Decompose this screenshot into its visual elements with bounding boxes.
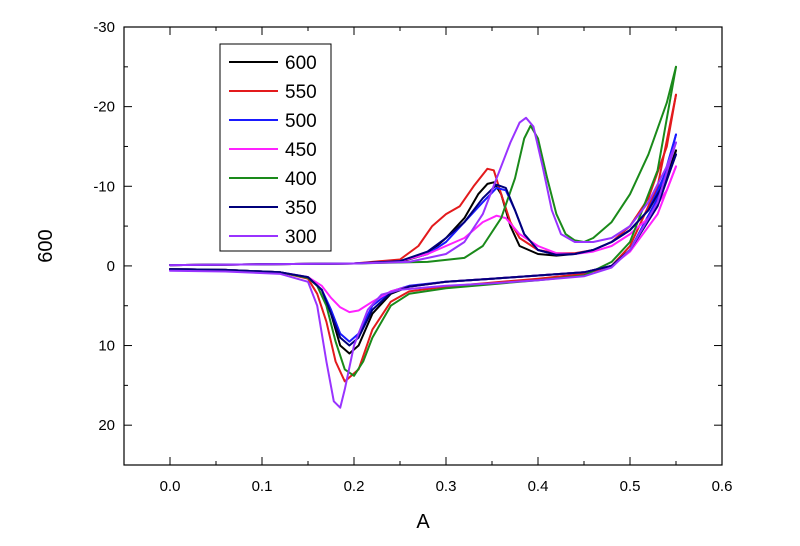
x-tick-label: 0.4 <box>528 478 549 495</box>
x-axis: 0.0 0.1 0.2 0.3 0.4 0.5 0.6 <box>123 27 733 495</box>
series-550-forward-line <box>169 93 677 267</box>
series-350-forward-line <box>169 153 677 267</box>
legend-label-550: 550 <box>285 82 317 103</box>
x-tick-label: 0.2 <box>344 478 365 495</box>
y-tick-label: -20 <box>93 99 115 116</box>
series-350-reverse-line <box>169 153 677 347</box>
x-tick-label: 0.1 <box>252 478 273 495</box>
legend-label-600: 600 <box>285 53 317 74</box>
x-tick-label: 0.5 <box>620 478 641 495</box>
legend: 600 550 500 450 400 350 300 <box>219 43 332 252</box>
y-axis: -30 -20 -10 0 10 20 <box>93 19 722 466</box>
series-300-reverse-line <box>169 141 677 409</box>
y-tick-label: 0 <box>107 258 115 275</box>
legend-label-450: 450 <box>285 140 317 161</box>
plot-frame <box>123 26 723 466</box>
x-tick-label: 0.3 <box>436 478 457 495</box>
y-tick-label: 10 <box>98 338 115 355</box>
legend-label-500: 500 <box>285 111 317 132</box>
x-axis-title: A <box>416 511 430 533</box>
y-axis-title: 600 <box>35 229 57 262</box>
legend-box <box>219 43 332 252</box>
series-300-forward-line <box>169 116 677 267</box>
series-layer <box>169 65 677 409</box>
legend-label-400: 400 <box>285 169 317 190</box>
legend-label-300: 300 <box>285 227 317 248</box>
x-tick-label: 0.6 <box>712 478 733 495</box>
series-400-forward-line <box>169 65 677 267</box>
legend-label-350: 350 <box>285 198 317 219</box>
y-tick-label: 20 <box>98 417 115 434</box>
x-tick-label: 0.0 <box>160 478 181 495</box>
y-tick-label: -10 <box>93 178 115 195</box>
y-tick-label: -30 <box>93 19 115 36</box>
